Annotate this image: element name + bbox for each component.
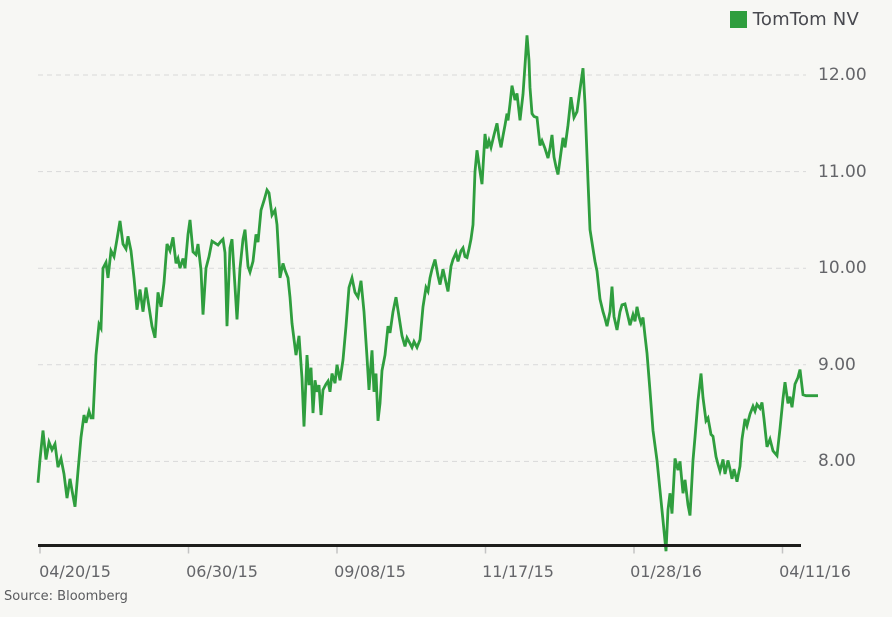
y-axis-label: 10.00 [818,258,867,279]
y-axis-label: 12.00 [818,65,867,85]
x-axis-ticks [39,547,784,554]
y-axis-label: 9.00 [818,354,856,375]
legend-series-label: TomTom NV [752,9,859,30]
y-axis-label: 8.00 [818,451,856,472]
tomtom-price-line [36,35,818,552]
x-axis-label: 04/11/16 [779,562,851,581]
y-axis-label: 11.00 [818,161,867,182]
x-axis-label: 11/17/15 [482,562,554,581]
x-axis-label: 09/08/15 [334,562,406,581]
x-axis-label: 01/28/16 [630,562,702,581]
legend: TomTom NV [729,9,859,30]
horizontal-gridlines [38,74,806,462]
legend-swatch-icon [729,11,747,28]
source-attribution: Source: Bloomberg [4,589,128,604]
x-axis-label: 06/30/15 [186,562,258,581]
x-axis-label: 04/20/15 [39,562,111,581]
